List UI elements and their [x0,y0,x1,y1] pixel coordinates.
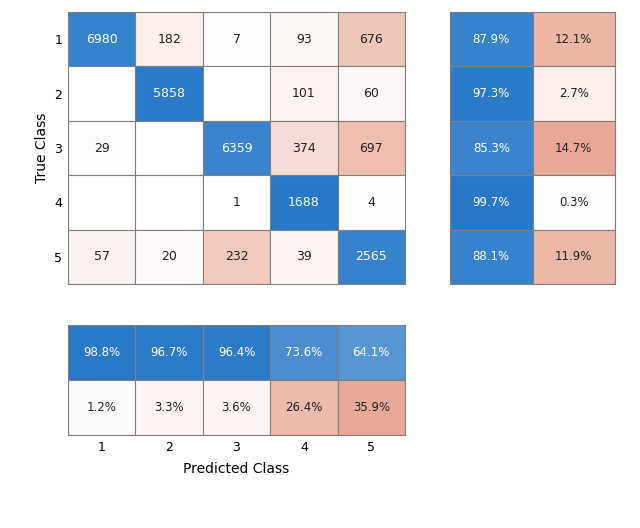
Bar [203,380,270,435]
Bar [270,230,338,284]
Bar [203,67,270,121]
Bar [136,325,203,380]
Text: 57: 57 [93,250,109,263]
Text: 1.2%: 1.2% [87,401,116,414]
Bar [338,325,405,380]
Text: 676: 676 [360,33,383,46]
Bar [338,380,405,435]
Text: 374: 374 [292,142,316,155]
Text: 6359: 6359 [221,142,252,155]
Bar [338,12,405,67]
Text: 96.7%: 96.7% [150,346,188,359]
Bar [450,175,532,230]
Bar [136,121,203,175]
Bar [270,175,338,230]
Text: 14.7%: 14.7% [555,142,593,155]
Bar [338,175,405,230]
Text: 97.3%: 97.3% [472,87,510,100]
Text: 0.3%: 0.3% [559,196,589,209]
Text: 11.9%: 11.9% [555,250,593,263]
Text: 12.1%: 12.1% [555,33,593,46]
Bar [136,380,203,435]
Bar [68,121,136,175]
Bar [270,380,338,435]
Bar [68,67,136,121]
Bar [136,230,203,284]
Bar [203,325,270,380]
Text: 88.1%: 88.1% [473,250,510,263]
Bar [203,230,270,284]
Bar [532,12,615,67]
Bar [68,325,136,380]
Bar [68,12,136,67]
Text: 3.6%: 3.6% [221,401,252,414]
Text: 1: 1 [232,196,241,209]
Text: 85.3%: 85.3% [473,142,509,155]
Bar [532,230,615,284]
Text: 98.8%: 98.8% [83,346,120,359]
Text: 4: 4 [367,196,375,209]
Bar [203,12,270,67]
Text: 73.6%: 73.6% [285,346,323,359]
Bar [270,67,338,121]
Text: 93: 93 [296,33,312,46]
Text: 2.7%: 2.7% [559,87,589,100]
Bar [203,121,270,175]
Bar [532,121,615,175]
Bar [270,325,338,380]
Bar [338,67,405,121]
Text: 20: 20 [161,250,177,263]
Bar [338,230,405,284]
Text: 35.9%: 35.9% [353,401,390,414]
Text: 99.7%: 99.7% [472,196,510,209]
Text: 64.1%: 64.1% [353,346,390,359]
Text: 7: 7 [232,33,241,46]
Text: 101: 101 [292,87,316,100]
Bar [68,380,136,435]
Text: 29: 29 [94,142,109,155]
Bar [68,230,136,284]
Bar [450,121,532,175]
Bar [532,67,615,121]
Text: 697: 697 [360,142,383,155]
Bar [136,67,203,121]
Bar [203,175,270,230]
Bar [68,175,136,230]
Bar [532,175,615,230]
Text: 232: 232 [225,250,248,263]
Text: 96.4%: 96.4% [218,346,255,359]
Bar [136,175,203,230]
Text: 6980: 6980 [86,33,118,46]
Text: 182: 182 [157,33,181,46]
Y-axis label: True Class: True Class [35,113,49,183]
Text: 26.4%: 26.4% [285,401,323,414]
Text: 3.3%: 3.3% [154,401,184,414]
X-axis label: Predicted Class: Predicted Class [184,462,290,476]
Text: 5858: 5858 [153,87,185,100]
Text: 2565: 2565 [355,250,387,263]
Bar [450,230,532,284]
Bar [450,67,532,121]
Bar [136,12,203,67]
Text: 1688: 1688 [288,196,320,209]
Text: 39: 39 [296,250,312,263]
Text: 87.9%: 87.9% [472,33,510,46]
Bar [450,12,532,67]
Bar [270,121,338,175]
Bar [270,12,338,67]
Bar [338,121,405,175]
Text: 60: 60 [364,87,380,100]
